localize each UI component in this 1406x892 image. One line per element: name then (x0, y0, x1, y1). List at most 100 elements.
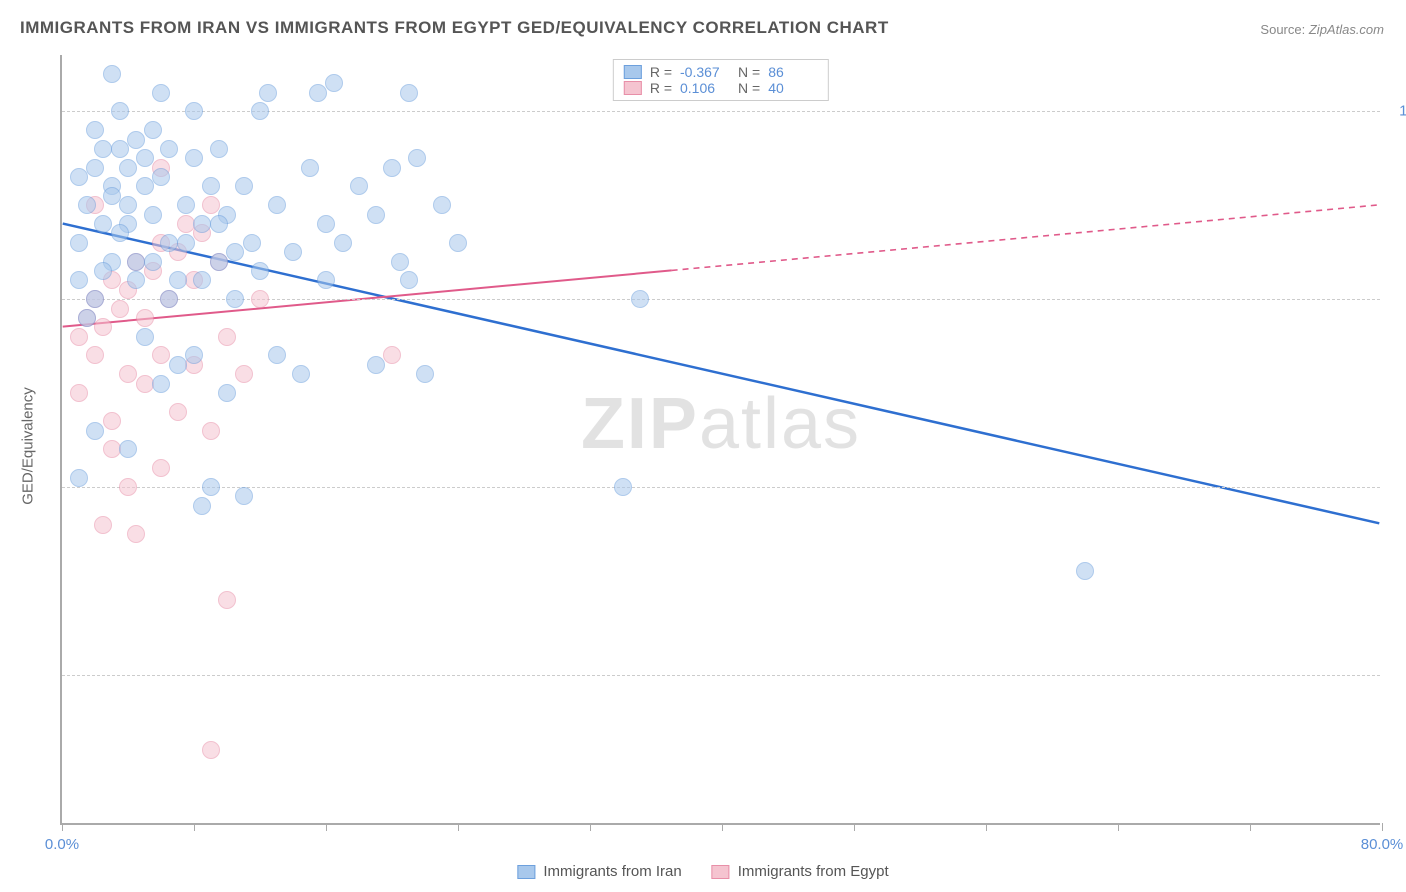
scatter-point (235, 177, 253, 195)
scatter-point (103, 187, 121, 205)
scatter-point (218, 591, 236, 609)
scatter-point (177, 215, 195, 233)
scatter-point (350, 177, 368, 195)
scatter-point (136, 375, 154, 393)
scatter-point (119, 365, 137, 383)
scatter-point (367, 356, 385, 374)
scatter-point (152, 346, 170, 364)
legend-swatch (517, 865, 535, 879)
scatter-point (94, 318, 112, 336)
scatter-point (127, 131, 145, 149)
legend-item: Immigrants from Iran (517, 863, 681, 880)
scatter-point (226, 290, 244, 308)
scatter-point (136, 328, 154, 346)
x-tick (590, 823, 591, 831)
y-tick-label: 100.0% (1390, 103, 1406, 120)
scatter-point (86, 422, 104, 440)
scatter-point (235, 487, 253, 505)
scatter-point (1076, 562, 1094, 580)
scatter-point (391, 253, 409, 271)
scatter-point (334, 234, 352, 252)
scatter-point (309, 84, 327, 102)
scatter-point (218, 328, 236, 346)
scatter-point (94, 140, 112, 158)
y-tick-label: 80.0% (1390, 478, 1406, 495)
scatter-point (202, 422, 220, 440)
scatter-point (317, 271, 335, 289)
scatter-point (177, 234, 195, 252)
scatter-point (185, 346, 203, 364)
legend-row: R =0.106N =40 (624, 80, 818, 96)
scatter-point (325, 74, 343, 92)
scatter-point (449, 234, 467, 252)
scatter-point (103, 412, 121, 430)
scatter-point (94, 215, 112, 233)
scatter-point (226, 243, 244, 261)
x-tick (1118, 823, 1119, 831)
scatter-point (78, 196, 96, 214)
scatter-point (177, 196, 195, 214)
trend-line-extension (672, 205, 1380, 271)
scatter-point (86, 159, 104, 177)
scatter-point (400, 84, 418, 102)
legend-row: R =-0.367N =86 (624, 64, 818, 80)
scatter-point (127, 253, 145, 271)
scatter-point (243, 234, 261, 252)
correlation-legend: R = -0.367 N = 86R =0.106N =40 (613, 59, 829, 101)
scatter-point (268, 346, 286, 364)
scatter-point (292, 365, 310, 383)
scatter-point (433, 196, 451, 214)
scatter-point (160, 290, 178, 308)
legend-n-label: N = (738, 64, 760, 80)
scatter-point (94, 516, 112, 534)
scatter-point (614, 478, 632, 496)
scatter-point (235, 365, 253, 383)
y-tick-label: 90.0% (1390, 291, 1406, 308)
scatter-point (193, 497, 211, 515)
watermark: ZIPatlas (581, 383, 861, 465)
scatter-point (144, 121, 162, 139)
scatter-point (160, 234, 178, 252)
legend-r-value: -0.367 (680, 64, 730, 80)
scatter-point (152, 84, 170, 102)
scatter-point (408, 149, 426, 167)
scatter-point (416, 365, 434, 383)
scatter-point (301, 159, 319, 177)
scatter-point (136, 177, 154, 195)
x-tick (722, 823, 723, 831)
chart-title: IMMIGRANTS FROM IRAN VS IMMIGRANTS FROM … (20, 18, 889, 38)
scatter-point (210, 215, 228, 233)
scatter-point (193, 215, 211, 233)
scatter-point (152, 375, 170, 393)
scatter-point (202, 741, 220, 759)
scatter-point (94, 262, 112, 280)
legend-r-label: R = (650, 80, 672, 96)
scatter-point (160, 140, 178, 158)
x-tick (986, 823, 987, 831)
chart-container: IMMIGRANTS FROM IRAN VS IMMIGRANTS FROM … (0, 0, 1406, 892)
scatter-point (400, 271, 418, 289)
scatter-point (367, 206, 385, 224)
scatter-point (202, 196, 220, 214)
scatter-point (127, 525, 145, 543)
scatter-point (152, 459, 170, 477)
scatter-point (111, 300, 129, 318)
x-tick-label: 0.0% (45, 836, 79, 853)
legend-n-value: 40 (768, 80, 818, 96)
scatter-point (185, 149, 203, 167)
x-tick (62, 823, 63, 831)
scatter-point (218, 384, 236, 402)
scatter-point (185, 102, 203, 120)
y-tick-label: 70.0% (1390, 666, 1406, 683)
scatter-point (169, 271, 187, 289)
legend-n-value: 86 (768, 64, 818, 80)
scatter-point (251, 102, 269, 120)
legend-item: Immigrants from Egypt (712, 863, 889, 880)
x-tick (458, 823, 459, 831)
scatter-point (111, 102, 129, 120)
scatter-point (259, 84, 277, 102)
scatter-point (78, 309, 96, 327)
scatter-point (70, 384, 88, 402)
grid-line (62, 675, 1380, 676)
scatter-point (631, 290, 649, 308)
